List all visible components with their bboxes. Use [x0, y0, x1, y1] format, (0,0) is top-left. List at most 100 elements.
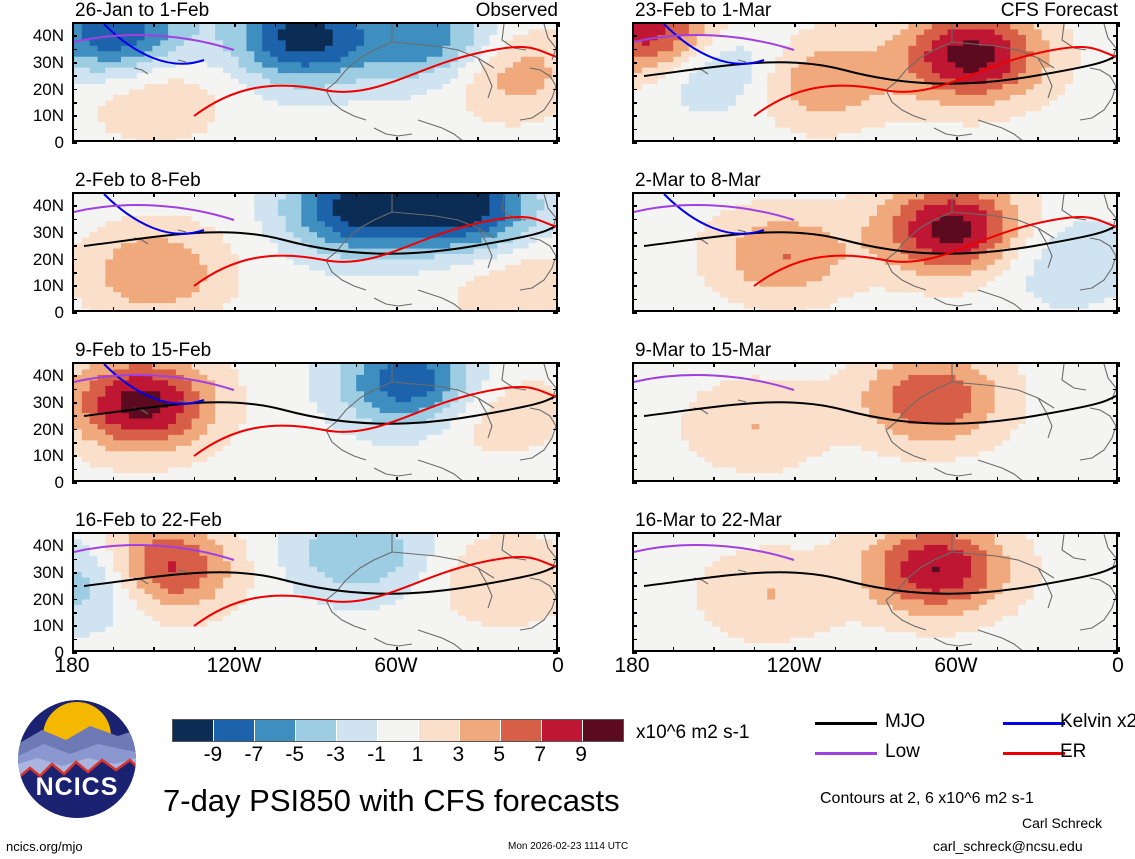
map-canvas: [74, 534, 556, 650]
axis-tick: [274, 137, 276, 142]
axis-tick: [153, 307, 155, 312]
wave-contours: [74, 24, 556, 117]
axis-tick: [553, 88, 558, 91]
axis-tick: [834, 647, 836, 652]
axis-tick: [632, 102, 637, 104]
axis-tick: [875, 477, 877, 482]
axis-tick: [477, 137, 479, 142]
legend-swatch-mjo: [815, 722, 877, 725]
axis-tick: [477, 307, 479, 312]
colorbar-tick-label: -1: [367, 743, 386, 766]
axis-tick: [553, 142, 558, 144]
axis-tick: [996, 307, 998, 312]
colorbar-swatch: [214, 720, 255, 741]
axis-tick: [553, 62, 558, 64]
axis-tick: [153, 532, 155, 537]
axis-tick: [632, 402, 637, 404]
map-panel[interactable]: [632, 362, 1118, 482]
axis-tick: [1037, 22, 1039, 27]
colorbar-units-label: x10^6 m2 s-1: [636, 722, 750, 743]
map-panel[interactable]: [72, 532, 558, 652]
axis-tick: [632, 128, 637, 131]
colorbar-swatch: [501, 720, 542, 741]
axis-tick: [632, 192, 637, 194]
axis-tick: [234, 477, 236, 482]
axis-tick: [355, 137, 357, 142]
colorbar-tick-label: -9: [203, 743, 223, 766]
axis-tick: [553, 652, 558, 654]
y-tick-label: 40N: [32, 536, 64, 556]
axis-tick: [1113, 362, 1118, 364]
axis-tick: [72, 192, 77, 194]
axis-tick: [553, 598, 558, 601]
axis-tick: [274, 477, 276, 482]
axis-tick: [632, 245, 637, 247]
axis-tick: [834, 477, 836, 482]
axis-tick: [632, 532, 634, 537]
axis-tick: [72, 612, 77, 614]
axis-tick: [834, 22, 836, 27]
axis-tick: [553, 218, 558, 221]
axis-tick: [632, 232, 637, 234]
axis-tick: [1113, 428, 1118, 431]
coastlines: [693, 364, 1116, 480]
axis-tick: [72, 388, 77, 391]
axis-tick: [834, 307, 836, 312]
axis-tick: [1113, 88, 1118, 91]
axis-tick: [632, 22, 637, 24]
axis-tick: [713, 532, 715, 537]
axis-tick: [1118, 137, 1120, 142]
axis-tick: [72, 402, 77, 404]
axis-tick: [72, 102, 77, 104]
axis-tick: [72, 205, 77, 207]
panel-title: 9-Feb to 15-Feb: [75, 340, 212, 361]
axis-tick: [436, 362, 438, 367]
axis-tick: [632, 75, 637, 77]
axis-tick: [632, 477, 634, 482]
y-tick-label: 30N: [32, 53, 64, 72]
axis-tick: [632, 258, 637, 261]
axis-tick: [477, 362, 479, 367]
axis-tick: [753, 532, 755, 537]
axis-tick: [477, 647, 479, 652]
axis-tick: [355, 362, 357, 367]
map-panel[interactable]: [72, 362, 558, 482]
axis-tick: [72, 638, 77, 641]
axis-tick: [553, 35, 558, 37]
axis-tick: [956, 362, 958, 367]
map-panel[interactable]: [632, 532, 1118, 652]
axis-tick: [72, 312, 77, 314]
axis-tick: [1113, 232, 1118, 234]
axis-tick: [315, 362, 317, 367]
axis-tick: [632, 415, 637, 417]
map-panel[interactable]: [72, 192, 558, 312]
axis-tick: [834, 192, 836, 197]
map-panel[interactable]: [72, 22, 558, 142]
axis-tick: [1113, 245, 1118, 247]
axis-tick: [915, 22, 917, 27]
axis-tick: [956, 22, 958, 27]
map-panel[interactable]: [632, 22, 1118, 142]
axis-tick: [553, 585, 558, 587]
axis-tick: [1113, 612, 1118, 614]
axis-tick: [315, 532, 317, 537]
axis-tick: [558, 192, 560, 197]
page-title: 7-day PSI850 with CFS forecasts: [163, 783, 620, 818]
axis-tick: [517, 137, 519, 142]
axis-tick: [553, 102, 558, 104]
axis-tick: [753, 192, 755, 197]
axis-tick: [672, 647, 674, 652]
axis-tick: [72, 482, 77, 484]
map-panel[interactable]: [632, 192, 1118, 312]
axis-tick: [72, 48, 77, 51]
axis-tick: [996, 137, 998, 142]
axis-tick: [553, 192, 558, 194]
axis-tick: [794, 532, 796, 537]
axis-tick: [915, 477, 917, 482]
axis-tick: [996, 477, 998, 482]
x-tick-label: 180: [54, 654, 90, 677]
axis-tick: [956, 647, 958, 652]
axis-tick: [193, 22, 195, 27]
colorbar-swatch: [583, 720, 623, 741]
axis-tick: [72, 532, 74, 537]
